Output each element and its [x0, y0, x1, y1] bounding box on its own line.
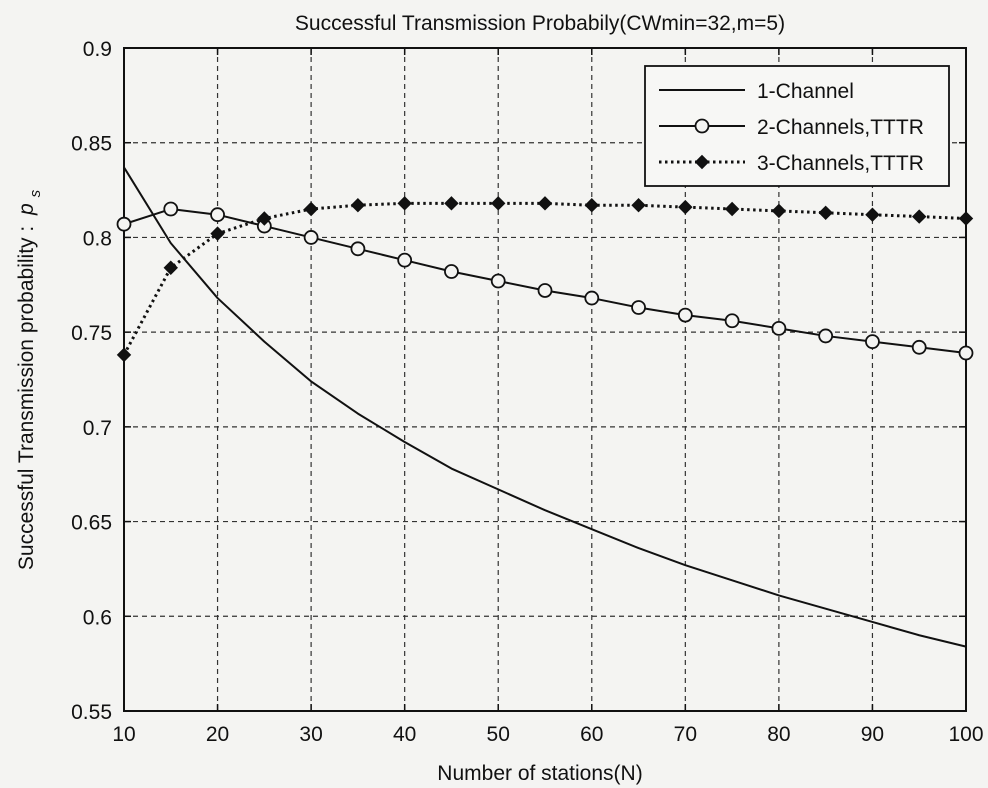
data-point	[958, 211, 974, 226]
plot-frame	[123, 47, 967, 712]
data-point	[210, 226, 225, 241]
series-line-1	[123, 166, 967, 648]
y-tick-label: 0.7	[83, 417, 112, 440]
x-axis-label: Number of stations(N)	[437, 762, 642, 785]
y-tick-label: 0.65	[71, 512, 112, 535]
y-axis-label-text: Successful Transmission probability :	[15, 226, 38, 570]
y-tick-label: 0.75	[71, 322, 112, 345]
y-axis-label-group: Successful Transmission probability : p …	[15, 189, 44, 570]
legend: 1-Channel 2-Channels,TTTR 3-Channels,TTTR	[644, 65, 950, 187]
x-tick-label: 20	[206, 723, 229, 746]
series-3	[116, 196, 974, 363]
data-point	[490, 273, 506, 289]
data-point	[865, 334, 880, 350]
series-2	[116, 201, 974, 361]
legend-label-3: 3-Channels,TTTR	[757, 152, 924, 175]
legend-marker-3	[694, 154, 710, 170]
data-point	[912, 209, 927, 224]
x-tick-label: 80	[767, 723, 790, 746]
data-point	[350, 198, 366, 213]
chart-title: Successful Transmission Probabily(CWmin=…	[295, 12, 785, 35]
x-axis: 10 20 30 40 50 60 70 80 90 100	[112, 48, 984, 746]
x-tick-label: 100	[948, 723, 983, 746]
legend-label-2: 2-Channels,TTTR	[757, 116, 924, 139]
x-tick-label: 50	[487, 723, 510, 746]
data-point	[678, 199, 693, 215]
data-point	[303, 230, 319, 245]
data-point	[724, 313, 740, 329]
data-point	[210, 207, 225, 223]
data-point	[163, 260, 178, 275]
x-tick-label: 60	[580, 723, 603, 746]
data-point	[771, 203, 787, 219]
y-tick-label: 0.6	[83, 606, 112, 629]
x-tick-label: 70	[674, 723, 697, 746]
data-point	[303, 201, 319, 217]
data-point	[818, 205, 833, 221]
x-tick-label: 30	[299, 723, 322, 746]
y-tick-label: 0.85	[71, 133, 112, 156]
data-point	[584, 198, 599, 213]
data-point	[724, 201, 740, 217]
y-axis-label-subscript: s	[27, 189, 44, 197]
data-point	[631, 198, 646, 213]
series-1	[123, 166, 967, 648]
x-tick-label: 10	[112, 723, 135, 746]
data-point	[537, 283, 553, 298]
data-point	[865, 207, 880, 222]
x-tick-label: 40	[393, 723, 416, 746]
data-point	[631, 300, 646, 315]
y-axis-label: Successful Transmission probability : p …	[15, 189, 44, 570]
data-point	[818, 328, 834, 344]
data-point	[771, 320, 787, 336]
data-point	[397, 252, 413, 268]
data-point	[911, 339, 927, 355]
data-point	[491, 196, 506, 211]
y-axis-label-symbol: p	[15, 203, 38, 216]
y-tick-label: 0.8	[83, 227, 112, 250]
data-point	[677, 307, 693, 323]
data-point	[397, 196, 412, 211]
y-tick-label: 0.9	[83, 38, 112, 61]
legend-marker-2	[694, 118, 710, 134]
series-group	[116, 166, 974, 648]
data-point	[163, 201, 179, 217]
data-point	[257, 211, 272, 226]
data-point	[584, 290, 600, 306]
data-point	[958, 345, 974, 361]
legend-label-1: 1-Channel	[757, 80, 854, 103]
data-point	[116, 347, 132, 363]
data-point	[350, 241, 366, 257]
data-point	[444, 264, 459, 279]
data-point	[444, 196, 459, 211]
y-tick-label: 0.55	[71, 701, 112, 724]
data-point	[116, 216, 132, 232]
y-axis: 0.55 0.6 0.65 0.7 0.75 0.8 0.85 0.9	[71, 38, 966, 724]
x-tick-label: 90	[861, 723, 884, 746]
data-point	[537, 196, 553, 211]
